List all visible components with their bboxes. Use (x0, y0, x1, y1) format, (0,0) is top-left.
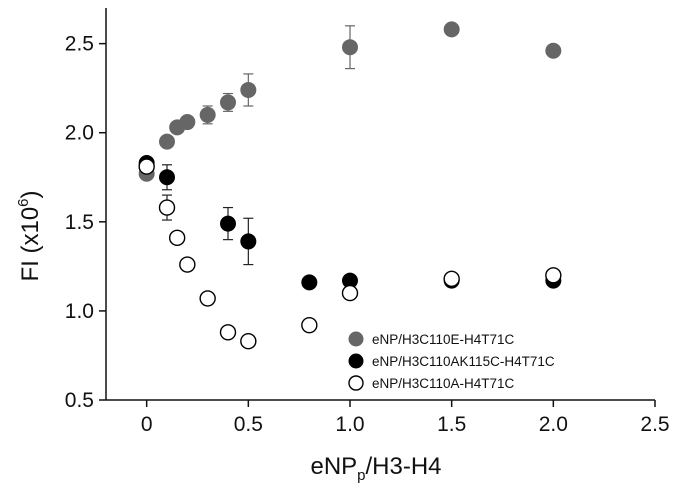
x-axis-title-main: eNP (310, 453, 357, 480)
data-point (219, 324, 237, 341)
data-point (220, 94, 236, 111)
data-point (545, 267, 562, 284)
data-point (240, 81, 257, 98)
y-tick-label: 0.5 (65, 389, 94, 412)
data-marks (138, 21, 562, 350)
axes: 0 0.5 1.0 1.5 2.0 2.5 0.5 1.0 1.5 2.0 2.5 (65, 8, 670, 436)
legend: eNP/H3C110E-H4T71C eNP/H3C110AK115C-H4T71… (348, 331, 555, 391)
data-point (443, 21, 460, 38)
data-point (220, 215, 236, 232)
y-tick-label: 1.0 (65, 300, 94, 323)
x-tick-label: 0 (141, 413, 153, 436)
data-point (240, 233, 257, 250)
data-point (199, 106, 216, 123)
series-1 (138, 21, 562, 182)
x-tick-label: 1.0 (335, 413, 364, 436)
data-point (342, 39, 358, 56)
y-tick-label: 2.0 (65, 122, 94, 145)
data-point (159, 133, 175, 150)
legend-label: eNP/H3C110E-H4T71C (372, 332, 515, 347)
legend-marker (348, 353, 364, 369)
y-tick-label: 2.5 (65, 33, 94, 56)
x-axis-title-rest: /H3-H4 (366, 453, 442, 480)
x-tick-label: 0.5 (234, 413, 263, 436)
data-point (301, 316, 318, 334)
y-axis-title-main: FI (x10 (17, 207, 44, 282)
x-tick-label: 2.5 (640, 413, 669, 436)
legend-label: eNP/H3C110A-H4T71C (372, 376, 515, 391)
x-axis-title-subscript: p (357, 467, 365, 484)
x-axis-title: eNPp/H3-H4 (310, 453, 441, 484)
data-point (443, 270, 460, 288)
data-point (545, 42, 562, 59)
data-point (240, 333, 257, 350)
data-point (179, 114, 196, 131)
data-point (301, 274, 318, 291)
data-point (138, 158, 155, 175)
data-point (341, 284, 359, 302)
data-point (179, 256, 196, 273)
legend-label: eNP/H3C110AK115C-H4T71C (372, 354, 555, 369)
x-tick-label: 2.0 (539, 413, 568, 436)
y-axis-title-superscript: 6 (15, 198, 32, 206)
legend-marker (348, 331, 364, 347)
data-point (199, 290, 216, 307)
series-3 (138, 158, 562, 350)
data-point (158, 199, 176, 216)
legend-marker (348, 375, 364, 391)
data-point (159, 169, 175, 186)
series-2 (138, 155, 562, 291)
y-axis-title-rest: ) (17, 190, 44, 198)
y-tick-label: 1.5 (65, 211, 94, 234)
data-point (168, 229, 186, 247)
x-tick-label: 1.5 (437, 413, 466, 436)
y-axis-title: FI (x106) (15, 190, 44, 281)
